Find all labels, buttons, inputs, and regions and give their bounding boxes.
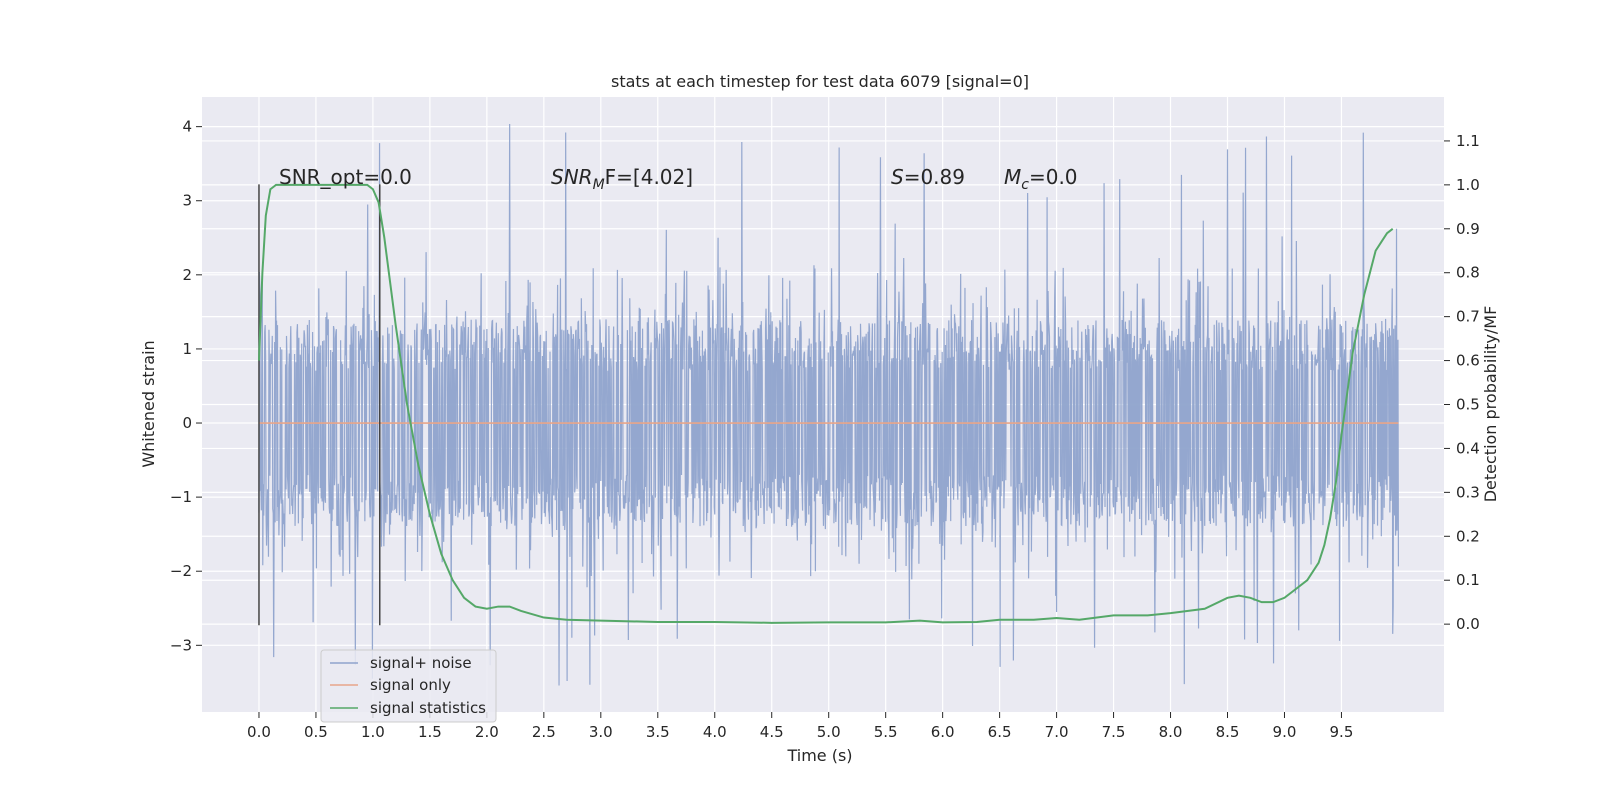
x-axis-label: Time (s) [786, 746, 852, 765]
signal-statistics-series [257, 183, 1394, 624]
x-tick-label: 4.0 [703, 723, 727, 741]
mc-base: M [1004, 165, 1021, 189]
noise-series [258, 124, 1400, 686]
annotation-mc: Mc=0.0 [1004, 165, 1078, 193]
y2-tick-label: 0.5 [1456, 396, 1480, 414]
legend-label-stats: signal statistics [370, 699, 486, 717]
y-tick-label: 1 [182, 340, 192, 358]
vertical-lines [258, 184, 381, 626]
y-tick-label: 2 [182, 266, 192, 284]
s-base: S [891, 165, 904, 189]
x-tick-label: 1.5 [418, 723, 442, 741]
s-tail: =0.89 [904, 165, 965, 189]
x-tick-label: 6.0 [931, 723, 955, 741]
annotation-snr-opt: SNR_opt=0.0 [279, 165, 412, 189]
y-tick-label: −1 [170, 488, 192, 506]
x-tick-label: 8.0 [1159, 723, 1183, 741]
x-tick-label: 4.5 [760, 723, 784, 741]
x-tick-label: 0.0 [247, 723, 271, 741]
x-axis-ticks: 0.0 0.5 1.0 1.5 2.0 2.5 3.0 3.5 4.0 4.5 5.0 5.5 6.0 6… [247, 712, 1353, 741]
chart-title: stats at each timestep for test data 607… [611, 72, 1029, 91]
y2-tick-label: 0.8 [1456, 264, 1480, 282]
y-tick-label: 0 [182, 414, 192, 432]
mc-tail: =0.0 [1029, 165, 1078, 189]
snr-mf-tail: F=[4.02] [605, 165, 693, 189]
y2-tick-label: 0.3 [1456, 483, 1480, 501]
y2-tick-label: 1.1 [1456, 132, 1480, 150]
signal-noise-line [258, 124, 1400, 686]
y2-tick-label: 0.7 [1456, 308, 1480, 326]
y2-tick-label: 0.4 [1456, 439, 1480, 457]
y2-tick-label: 0.2 [1456, 527, 1480, 545]
y-tick-label: −3 [170, 636, 192, 654]
y2-tick-label: 0.1 [1456, 571, 1480, 589]
y2-tick-label: 0.0 [1456, 615, 1480, 633]
mc-sub: c [1021, 177, 1029, 193]
annotation-s: S=0.89 [891, 165, 965, 189]
y2-axis-ticks: 1.1 1.0 0.9 0.8 0.7 0.6 0.5 0.4 0.3 0.2 0.1 0.0 [1444, 132, 1480, 633]
y2-axis-label: Detection probability/MF [1481, 306, 1500, 503]
annotation-snr-mf: SNRMF=[4.02] [551, 165, 693, 193]
y-axis-label: Whitened strain [139, 340, 158, 467]
x-tick-label: 2.0 [475, 723, 499, 741]
x-tick-label: 2.5 [532, 723, 556, 741]
x-tick-label: 5.5 [874, 723, 898, 741]
y-tick-label: 4 [182, 118, 192, 136]
x-tick-label: 7.5 [1102, 723, 1126, 741]
x-tick-label: 3.0 [589, 723, 613, 741]
x-tick-label: 1.0 [361, 723, 385, 741]
x-tick-label: 9.5 [1330, 723, 1354, 741]
snr-mf-sub: M [593, 177, 605, 193]
legend-box [320, 649, 497, 723]
x-tick-label: 5.0 [817, 723, 841, 741]
x-tick-label: 6.5 [988, 723, 1012, 741]
legend-label-signal: signal only [370, 676, 451, 694]
x-tick-label: 8.5 [1216, 723, 1240, 741]
y2-tick-label: 1.0 [1456, 176, 1480, 194]
y2-tick-label: 0.9 [1456, 220, 1480, 238]
legend: signal+ noise signal only signal statist… [320, 649, 497, 723]
x-tick-label: 0.5 [304, 723, 328, 741]
legend-label-noise: signal+ noise [370, 654, 472, 672]
snr-mf-base: SNR [551, 165, 593, 189]
signal-statistics-line [257, 183, 1394, 624]
y2-tick-label: 0.6 [1456, 352, 1480, 370]
y-axis-ticks: 4 3 2 1 0 −1 −2 −3 [170, 118, 202, 654]
y-tick-label: 3 [182, 192, 192, 210]
x-tick-label: 3.5 [646, 723, 670, 741]
y-tick-label: −2 [170, 562, 192, 580]
x-tick-label: 7.0 [1045, 723, 1069, 741]
x-tick-label: 9.0 [1273, 723, 1297, 741]
